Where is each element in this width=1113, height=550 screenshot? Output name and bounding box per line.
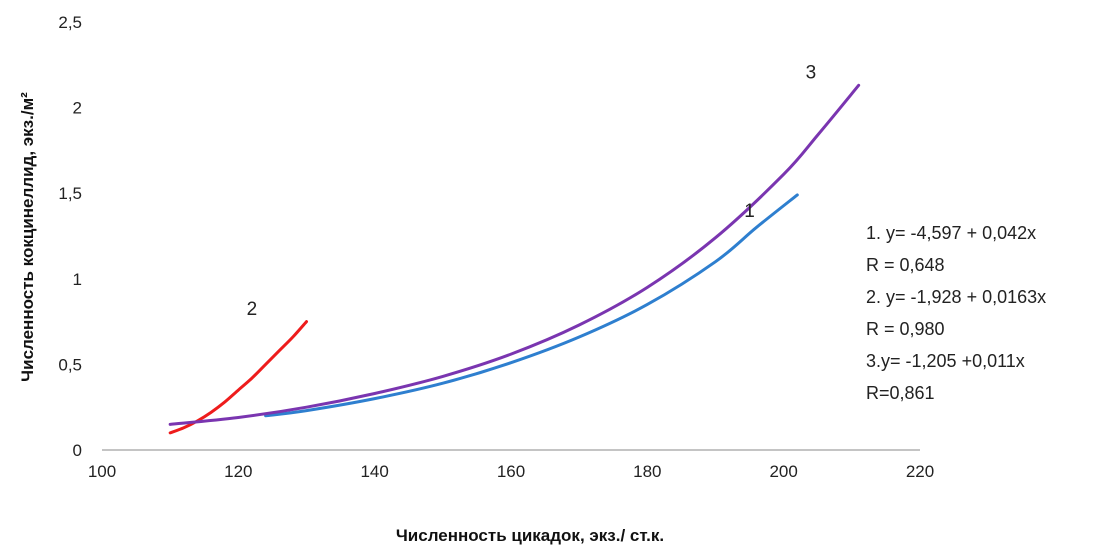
y-tick-label: 2 [73, 99, 82, 118]
y-tick-label: 2,5 [58, 13, 82, 32]
y-tick-labels: 0 0,5 1 1,5 2 2,5 [58, 13, 82, 460]
curves [168, 83, 861, 435]
x-tick-label: 200 [769, 462, 797, 481]
y-axis-title: Численность кокцинеллид, экз./м² [18, 92, 37, 382]
series-2-label: 2 [247, 299, 258, 320]
y-tick-label: 0 [73, 441, 82, 460]
series-3-curve [168, 83, 861, 426]
y-tick-label: 1 [73, 270, 82, 289]
x-tick-label: 100 [88, 462, 116, 481]
equation-annotations: 1. y= -4,597 + 0,042x R = 0,648 2. y= -1,9… [866, 223, 1046, 403]
y-tick-label: 1,5 [58, 184, 82, 203]
x-axis-title: Численность цикадок, экз./ ст.к. [396, 526, 664, 545]
series-1-curve [264, 193, 799, 418]
x-tick-label: 140 [360, 462, 388, 481]
x-tick-labels: 100 120 140 160 180 200 220 [88, 462, 934, 481]
equation-line: R = 0,980 [866, 319, 945, 339]
equation-line: 3.y= -1,205 +0,011x [866, 351, 1025, 371]
x-tick-label: 220 [906, 462, 934, 481]
x-tick-label: 120 [224, 462, 252, 481]
equation-line: R = 0,648 [866, 255, 945, 275]
x-tick-label: 160 [497, 462, 525, 481]
series-1-label: 1 [744, 201, 755, 222]
series-3-label: 3 [806, 62, 817, 83]
y-tick-label: 0,5 [58, 355, 82, 374]
equation-line: 2. y= -1,928 + 0,0163x [866, 287, 1046, 307]
x-tick-label: 180 [633, 462, 661, 481]
curve-labels: 1 2 3 [247, 62, 817, 319]
equation-line: 1. y= -4,597 + 0,042x [866, 223, 1036, 243]
equation-line: R=0,861 [866, 383, 935, 403]
